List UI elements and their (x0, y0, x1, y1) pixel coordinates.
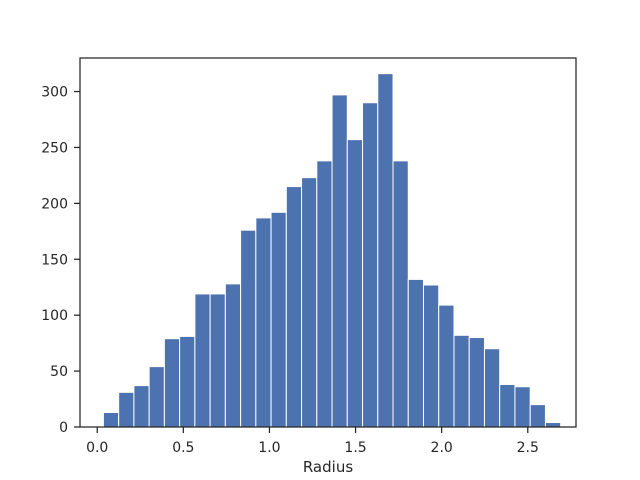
histogram-bar (316, 160, 333, 428)
histogram-bar (468, 337, 485, 428)
histogram-bar (483, 348, 501, 428)
y-tick-label: 100 (41, 308, 68, 324)
histogram-bar (285, 186, 303, 428)
histogram-bar (422, 284, 440, 428)
histogram-bar (209, 293, 226, 428)
histogram-bar (499, 384, 516, 428)
y-tick-label: 200 (41, 196, 68, 212)
x-tick-label: 2.0 (431, 440, 453, 456)
x-tick-label: 1.0 (258, 440, 280, 456)
y-tick-label: 150 (41, 252, 68, 268)
plot-frame (79, 57, 577, 428)
histogram-bar (407, 278, 424, 428)
x-axis-label: Radius (303, 458, 353, 476)
y-tick-label: 300 (41, 85, 68, 101)
histogram-bar (102, 411, 120, 428)
histogram-bar (118, 391, 135, 428)
histogram-bar (148, 366, 165, 428)
histogram-bar (179, 335, 196, 428)
x-tick-label: 1.5 (344, 440, 366, 456)
x-tick-label: 2.5 (517, 440, 539, 456)
x-tick-label: 0.5 (172, 440, 194, 456)
histogram-bar (377, 73, 394, 428)
x-tick-label: 0.0 (86, 440, 108, 456)
histogram-bar (240, 229, 257, 428)
x-axis-ticks: 0.0 0.5 1.0 1.5 2.0 2.5 (86, 427, 539, 456)
histogram-bar (301, 177, 318, 428)
histogram-bar (362, 102, 379, 428)
histogram-bar (194, 293, 211, 428)
histogram-bar (331, 94, 348, 428)
histogram-bar (514, 386, 531, 428)
bars-group (102, 73, 562, 428)
histogram-bar (544, 422, 562, 428)
histogram-bar (346, 139, 364, 428)
y-axis-ticks: 0 50 100 150 200 250 300 (41, 85, 80, 436)
histogram-bar (133, 385, 150, 428)
histogram-bar (270, 211, 287, 428)
histogram-bar (163, 338, 181, 428)
y-tick-label: 250 (41, 140, 68, 156)
histogram-bar (255, 217, 272, 428)
histogram-bar (392, 160, 409, 428)
histogram-bar (438, 304, 455, 428)
histogram-bar (453, 334, 470, 428)
y-tick-label: 0 (59, 420, 68, 436)
histogram-bar (224, 283, 242, 428)
y-tick-label: 50 (50, 364, 68, 380)
histogram-bar (529, 404, 546, 428)
